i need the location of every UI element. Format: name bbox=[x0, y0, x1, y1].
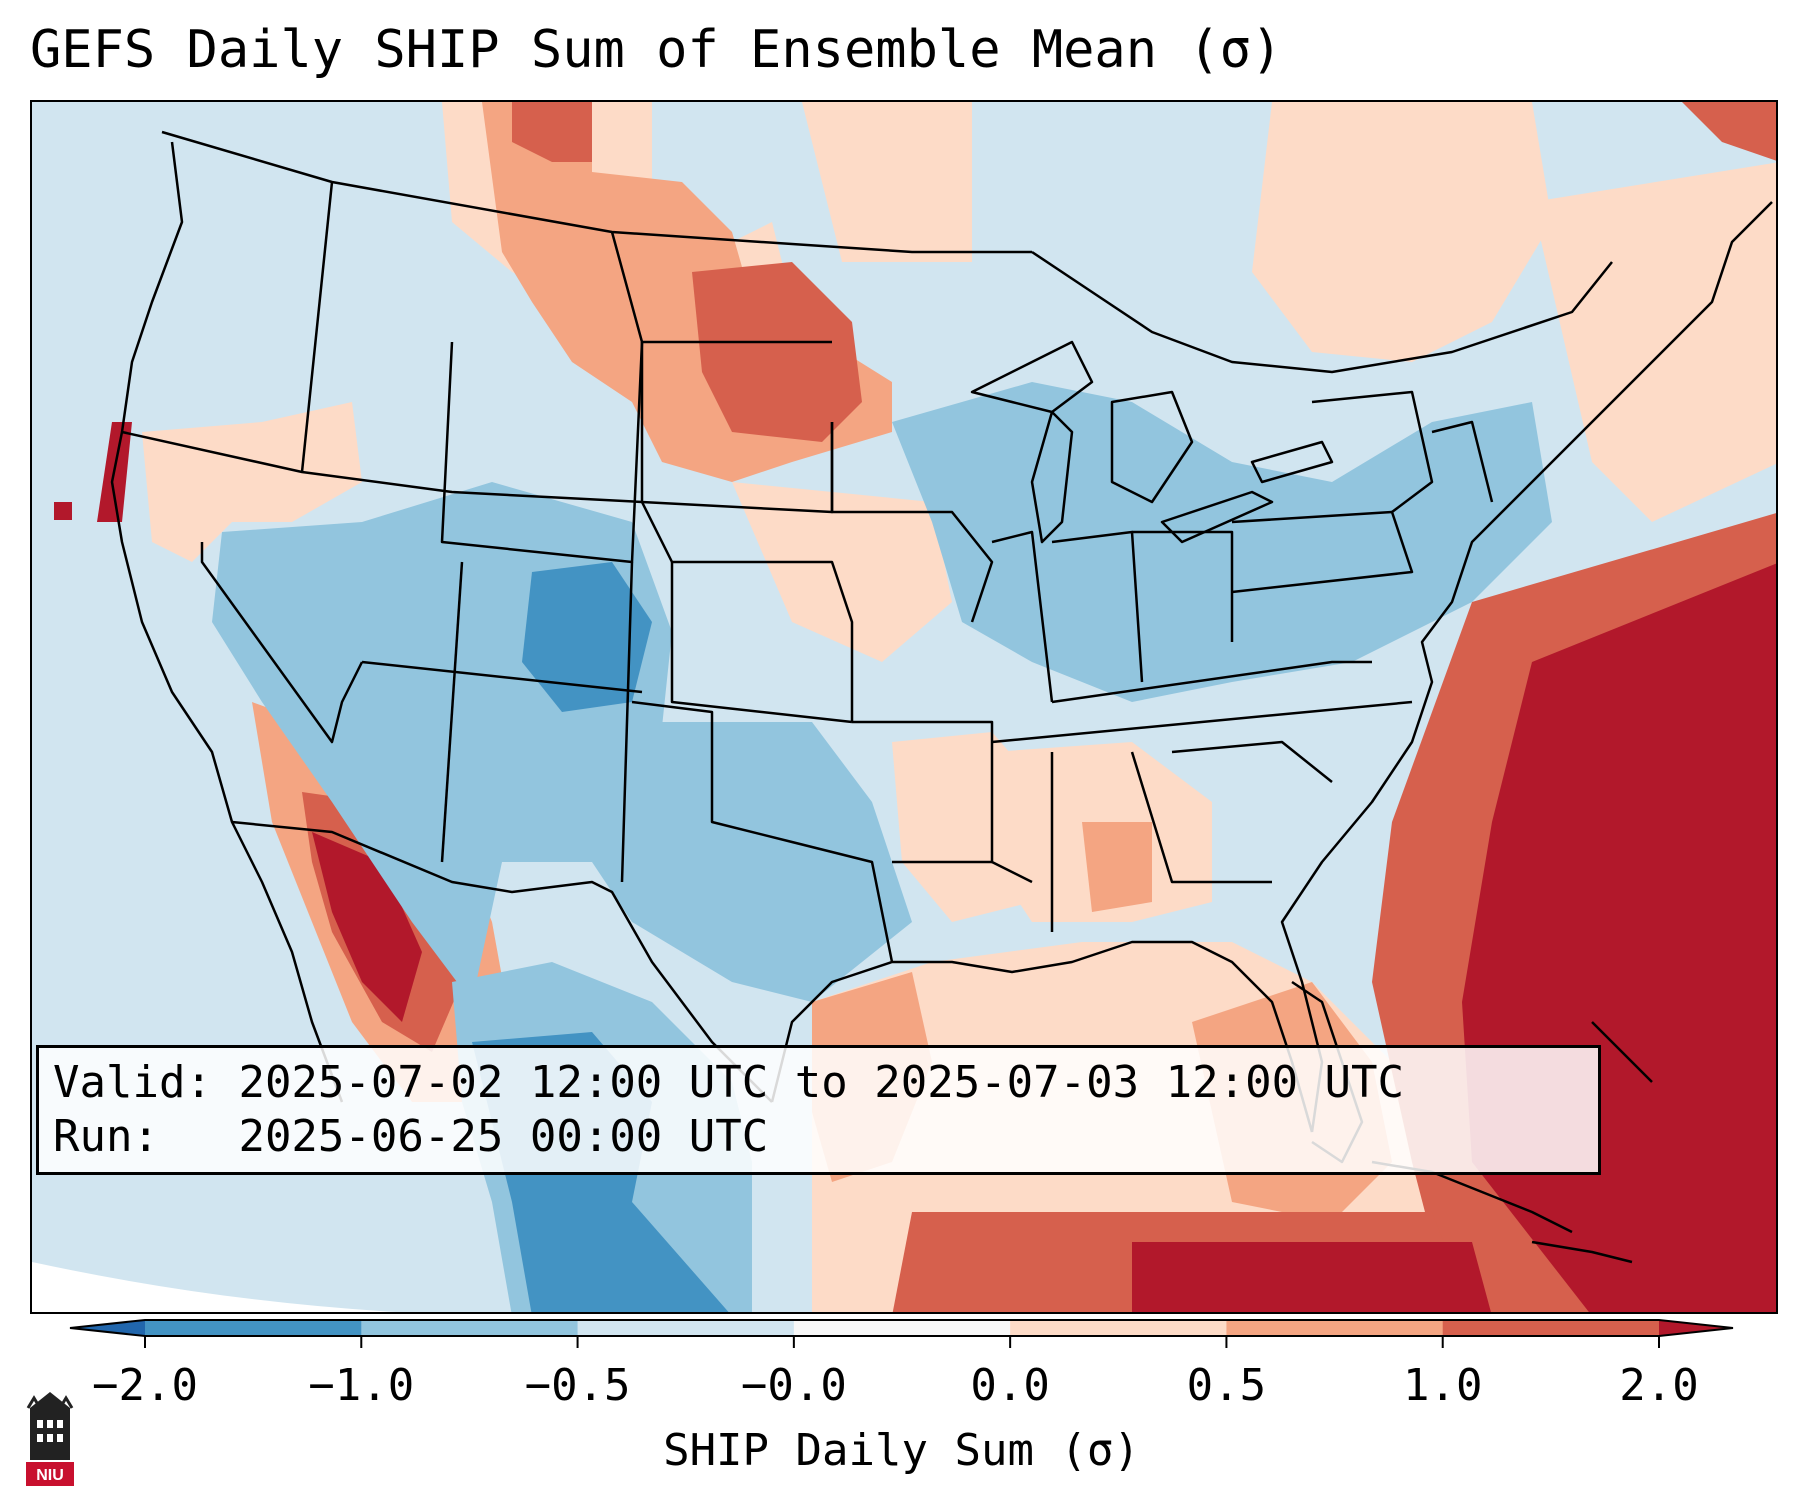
colorbar-over-arrow bbox=[1659, 1320, 1733, 1336]
colorbar-tick-label: 0.5 bbox=[1187, 1360, 1266, 1411]
caribbean-extreme-region bbox=[1132, 1242, 1491, 1312]
east-coastline bbox=[1280, 201, 1773, 1133]
border-oklahoma-texas bbox=[631, 700, 894, 963]
border-illinois bbox=[991, 530, 1054, 703]
colorbar-segments bbox=[145, 1320, 1660, 1336]
colorbar-ticks: −2.0 −1.0 −0.5 −0.0 0.0 0.5 1.0 2.0 bbox=[92, 1336, 1699, 1411]
border-wyoming bbox=[440, 341, 644, 564]
border-missouri-arkansas bbox=[852, 720, 1033, 884]
colorbar-tick-label: −0.0 bbox=[741, 1360, 847, 1411]
gulf-california-hot-region bbox=[312, 832, 422, 1022]
colorbar-tick-label: 0.0 bbox=[970, 1360, 1049, 1411]
lake-huron-outline bbox=[1110, 390, 1194, 504]
border-ca-nv bbox=[200, 542, 364, 744]
border-or-ca-nv bbox=[121, 430, 643, 504]
colorbar-tick-label: −2.0 bbox=[92, 1360, 198, 1411]
colorbar-under-arrow bbox=[70, 1320, 145, 1336]
border-ohio bbox=[1132, 530, 1234, 642]
colorbar-tick-label: −0.5 bbox=[525, 1360, 631, 1411]
maritime-hot-cell bbox=[1682, 102, 1776, 161]
info-box: Valid: 2025-07-02 12:00 UTC to 2025-07-0… bbox=[36, 1045, 1601, 1175]
valid-label: Valid: bbox=[53, 1057, 212, 1108]
run-label: Run: bbox=[53, 1111, 159, 1162]
lake-erie-outline bbox=[1160, 490, 1274, 544]
central-plains-warm-region bbox=[732, 482, 952, 662]
colorbar-segment bbox=[577, 1320, 795, 1336]
boundary-lines bbox=[110, 130, 1773, 1264]
north-dakota-warm-region bbox=[802, 102, 972, 262]
border-new-england bbox=[1431, 420, 1494, 503]
midwest-cool-region bbox=[892, 382, 1552, 702]
border-new-york bbox=[1311, 390, 1434, 513]
gulf-coastline bbox=[770, 940, 1314, 1133]
bahamas-outline bbox=[1591, 1021, 1653, 1083]
border-az-nm-north bbox=[361, 660, 643, 694]
niu-logo: NIU bbox=[26, 1392, 74, 1486]
dakotas-hot-region bbox=[692, 262, 862, 442]
lake-superior-outline bbox=[970, 340, 1094, 414]
northeast-warm-region bbox=[1532, 162, 1776, 522]
border-nebraska-kansas bbox=[640, 501, 854, 722]
great-lakes-border bbox=[1031, 250, 1613, 374]
border-ga-sc bbox=[1171, 740, 1333, 783]
west-coastline bbox=[110, 141, 344, 1103]
canada-warm-region bbox=[1252, 102, 1552, 362]
colorbar-segment bbox=[145, 1320, 362, 1336]
map-title: GEFS Daily SHIP Sum of Ensemble Mean (σ) bbox=[30, 20, 1283, 80]
border-al-ga bbox=[1130, 751, 1272, 884]
colorado-cold-region bbox=[522, 562, 652, 712]
border-az-nm bbox=[440, 561, 464, 863]
logo-badge bbox=[26, 1462, 74, 1486]
mississippi-warm-cell bbox=[1082, 822, 1152, 912]
border-wa-id bbox=[300, 181, 334, 473]
border-montana-nd bbox=[610, 231, 832, 344]
offshore-hot-cell bbox=[54, 502, 72, 520]
colorbar-tick-label: 2.0 bbox=[1619, 1360, 1698, 1411]
texas-cool-region bbox=[592, 722, 912, 1002]
us-mexico-border bbox=[231, 820, 773, 1103]
colorbar-title: SHIP Daily Sum (σ) bbox=[663, 1425, 1140, 1476]
colorbar-segment bbox=[793, 1320, 1011, 1336]
colorbar: −2.0 −1.0 −0.5 −0.0 0.0 0.5 1.0 2.0 bbox=[69, 1319, 1734, 1411]
lake-michigan-outline bbox=[1030, 410, 1074, 544]
border-kansas-south bbox=[670, 562, 853, 724]
colorbar-tick-label: 1.0 bbox=[1403, 1360, 1482, 1411]
montana-hot-region bbox=[512, 102, 592, 162]
colorbar-segment bbox=[361, 1320, 579, 1336]
run-value: 2025-06-25 00:00 UTC bbox=[238, 1111, 769, 1162]
border-tn-ky bbox=[1051, 660, 1372, 704]
hispaniola-outline bbox=[1531, 1240, 1633, 1264]
valid-value: 2025-07-02 12:00 UTC to 2025-07-03 12:00… bbox=[238, 1057, 1405, 1108]
logo-text: NIU bbox=[36, 1467, 64, 1484]
off-projection-area bbox=[32, 1262, 397, 1312]
border-nm-tx bbox=[620, 561, 634, 883]
border-minnesota-iowa bbox=[830, 422, 994, 623]
oregon-warm-region bbox=[142, 402, 362, 562]
border-tennessee-south bbox=[991, 700, 1413, 744]
lake-ontario-outline bbox=[1250, 440, 1334, 484]
colorbar-tick-label: −1.0 bbox=[308, 1360, 414, 1411]
colorbar-segment bbox=[1010, 1320, 1227, 1336]
border-pennsylvania bbox=[1231, 510, 1414, 594]
colorbar-segment bbox=[1442, 1320, 1660, 1336]
colorbar-segment bbox=[1226, 1320, 1444, 1336]
